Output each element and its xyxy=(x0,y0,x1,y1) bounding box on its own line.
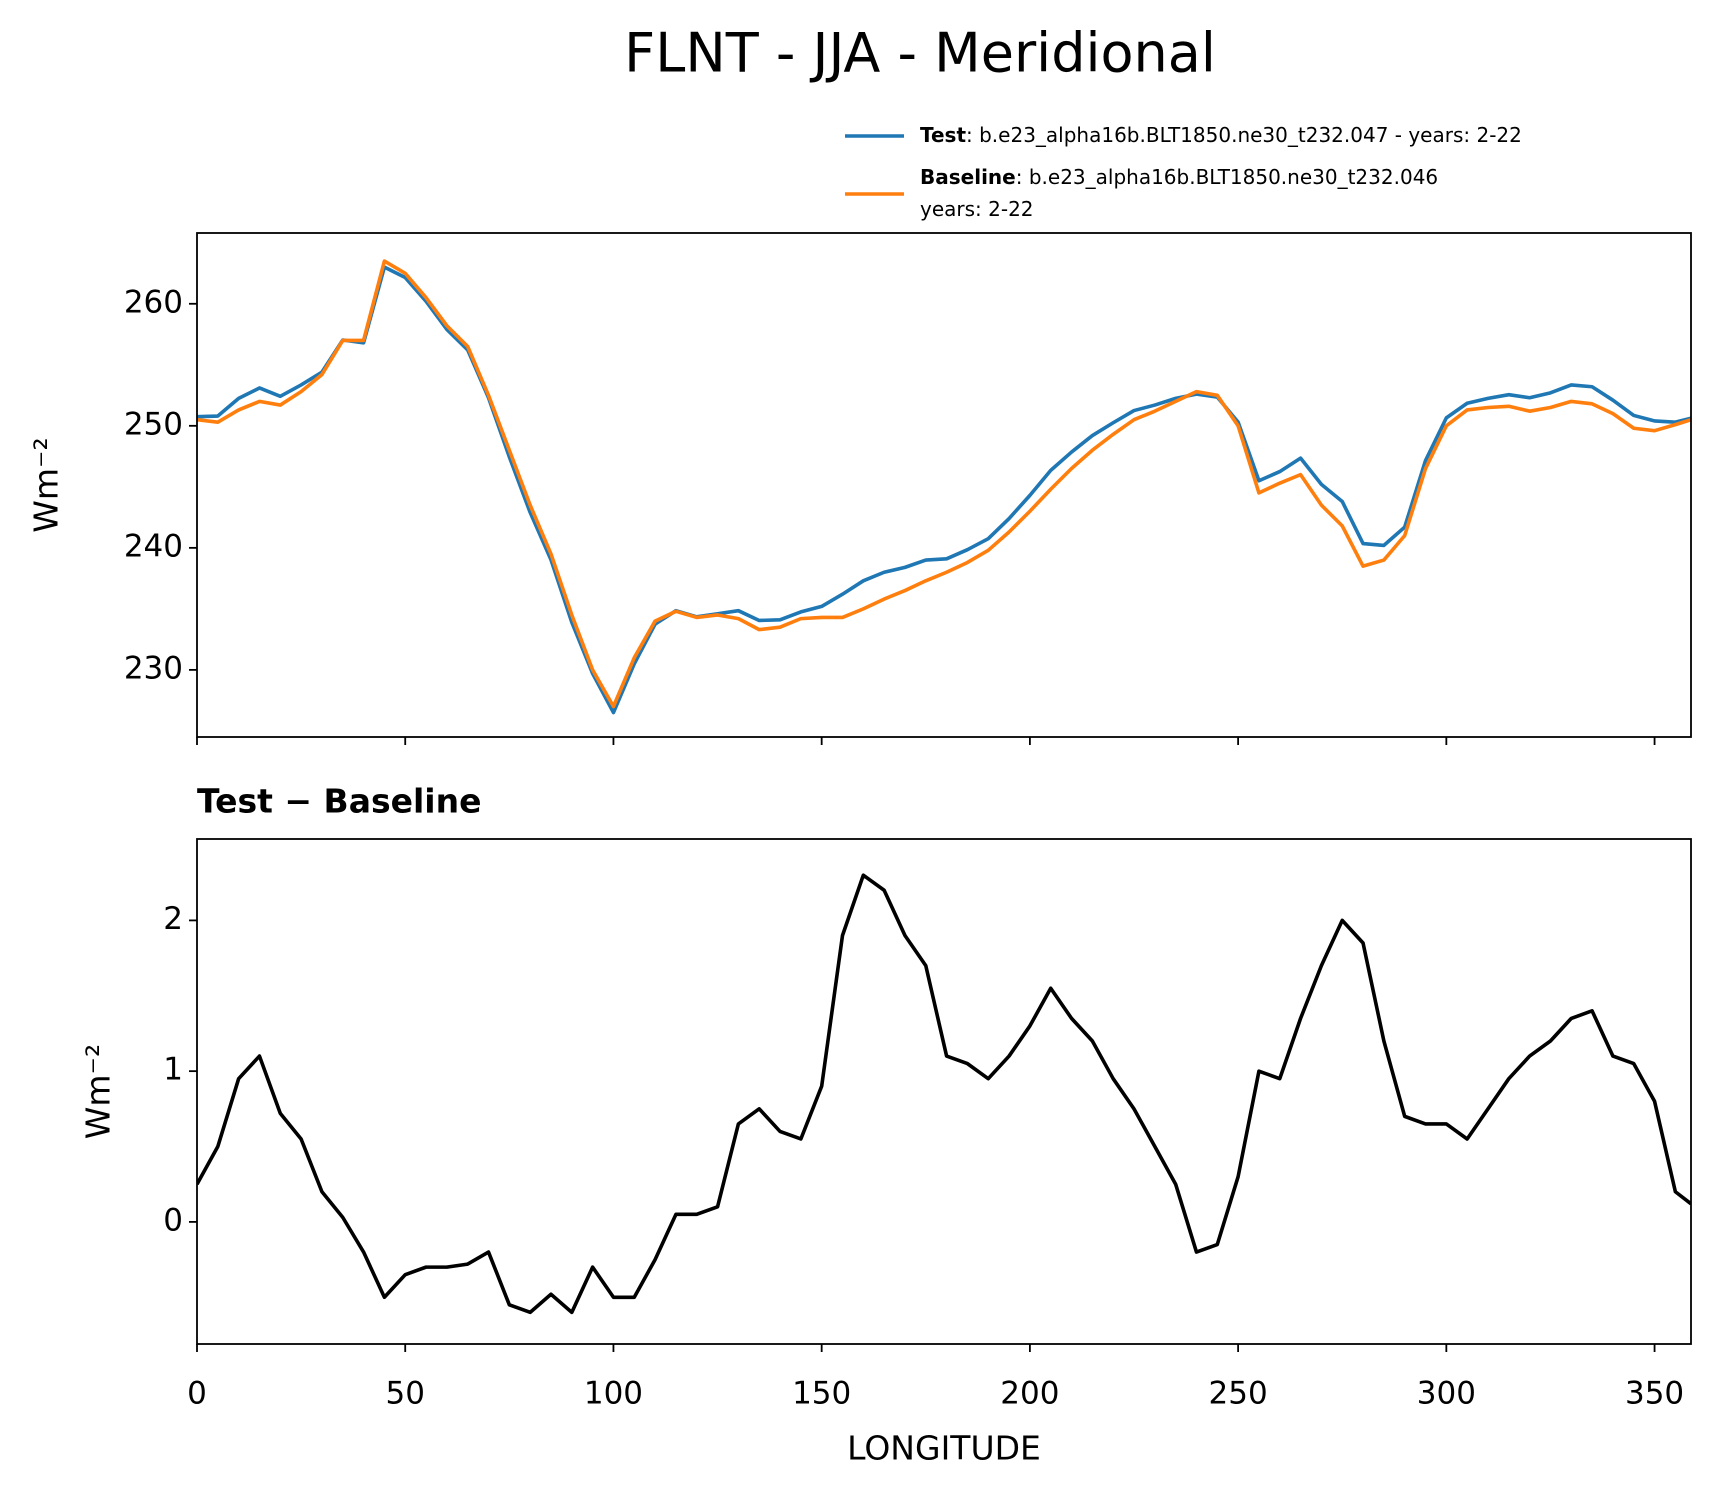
x-tick-label: 100 xyxy=(584,1376,643,1412)
x-tick-label: 350 xyxy=(1625,1376,1684,1412)
axes-frame xyxy=(196,838,1692,1345)
data-line xyxy=(197,259,1691,709)
data-line xyxy=(197,265,1691,715)
legend-description: years: 2-22 xyxy=(920,197,1034,221)
x-axis-label: LONGITUDE xyxy=(847,1429,1041,1468)
legend-name: Test xyxy=(920,123,966,147)
x-tick-label: 200 xyxy=(1000,1376,1059,1412)
legend-text: Baseline: b.e23_alpha16b.BLT1850.ne30_t2… xyxy=(920,165,1438,189)
y-tick-label: 260 xyxy=(124,284,183,320)
x-tick-label: 300 xyxy=(1417,1376,1476,1412)
y-tick-label: 240 xyxy=(124,528,183,564)
axes-frame xyxy=(196,232,1692,738)
legend-description: : b.e23_alpha16b.BLT1850.ne30_t232.046 xyxy=(1016,165,1438,189)
y-tick-label: 0 xyxy=(163,1202,183,1238)
legend-description: : b.e23_alpha16b.BLT1850.ne30_t232.047 -… xyxy=(966,123,1522,147)
y-axis-label: Wm⁻² xyxy=(27,437,66,532)
legend-name: Baseline xyxy=(920,165,1016,189)
axes-title: Test − Baseline xyxy=(197,782,482,821)
y-tick-label: 2 xyxy=(163,901,183,937)
legend-text: years: 2-22 xyxy=(920,197,1034,221)
x-tick-label: 0 xyxy=(187,1376,207,1412)
y-tick-label: 250 xyxy=(124,406,183,442)
figure-title: FLNT - JJA - Meridional xyxy=(624,22,1216,85)
x-tick-label: 150 xyxy=(792,1376,851,1412)
y-tick-label: 230 xyxy=(124,650,183,686)
legend-text: Test: b.e23_alpha16b.BLT1850.ne30_t232.0… xyxy=(920,123,1522,147)
x-tick-label: 50 xyxy=(385,1376,424,1412)
x-tick-label: 250 xyxy=(1209,1376,1268,1412)
data-line xyxy=(197,873,1691,1315)
y-tick-label: 1 xyxy=(163,1052,183,1088)
y-axis-label: Wm⁻² xyxy=(79,1044,118,1139)
